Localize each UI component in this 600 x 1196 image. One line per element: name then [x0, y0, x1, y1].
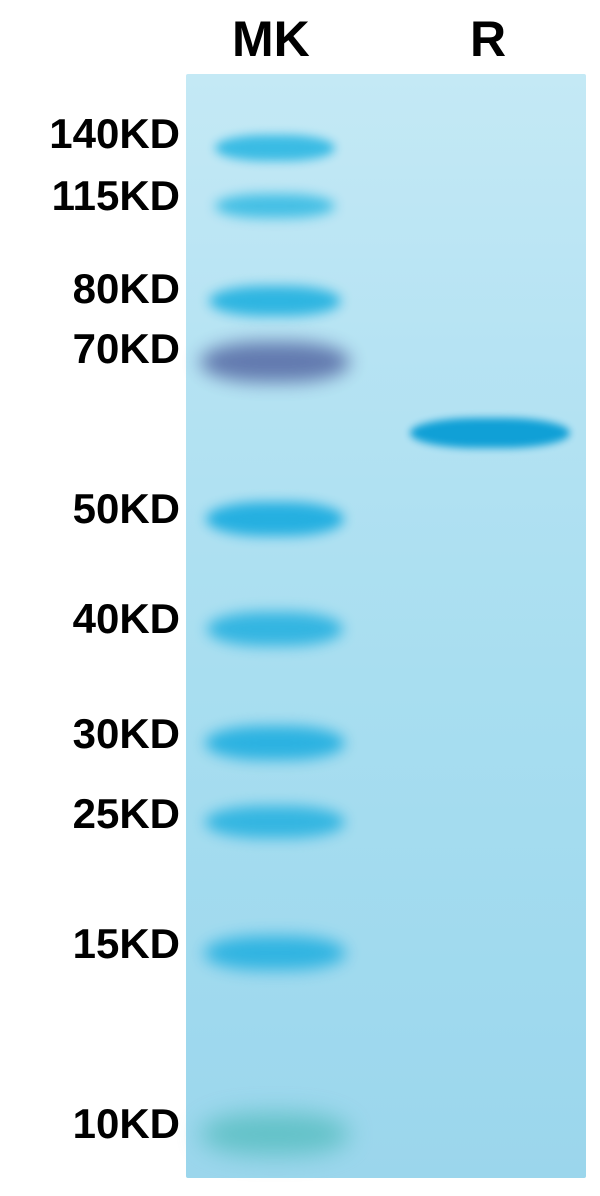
lane-label-marker: MK [232, 10, 310, 68]
gel-band [206, 502, 344, 536]
mw-label: 25KD [73, 790, 180, 838]
gel-band [207, 612, 343, 646]
gel-figure: MK R 140KD 115KD 80KD 70KD 50KD 40KD 30KD 25KD 1… [0, 0, 600, 1196]
gel-band [200, 342, 350, 382]
lane-label-sample: R [470, 10, 506, 68]
mw-label: 40KD [73, 595, 180, 643]
mw-label: 50KD [73, 485, 180, 533]
gel-band [215, 194, 335, 218]
mw-label: 30KD [73, 710, 180, 758]
mw-label: 70KD [73, 325, 180, 373]
mw-label: 80KD [73, 265, 180, 313]
gel-band [209, 286, 341, 316]
gel-band [204, 936, 346, 970]
mw-label: 10KD [73, 1100, 180, 1148]
gel-band [205, 806, 345, 838]
mw-label: 115KD [52, 172, 180, 220]
gel-band [205, 726, 345, 760]
gel-band [410, 418, 570, 448]
gel-band [200, 1114, 350, 1154]
gel-band [215, 135, 335, 161]
mw-label: 15KD [73, 920, 180, 968]
mw-label: 140KD [49, 110, 180, 158]
